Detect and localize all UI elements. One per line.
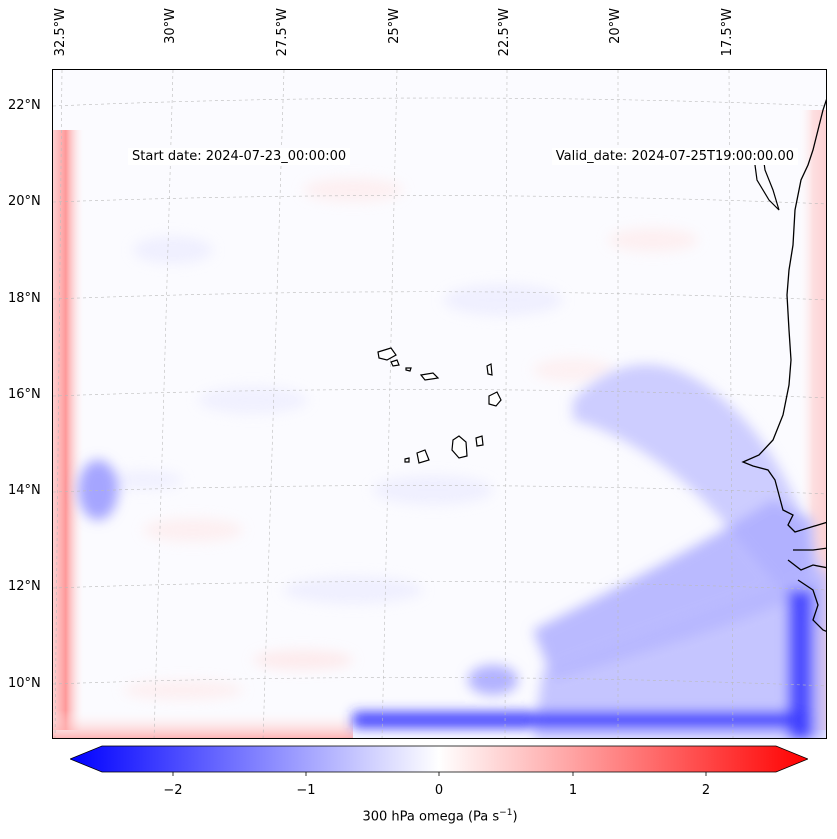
valid-date-label: Valid_date: 2024-07-25T19:00:00.00: [551, 148, 798, 165]
colorbar-tick-minus-2: −2: [163, 783, 183, 798]
colorbar-tick-0: 0: [434, 783, 444, 798]
lat-label-12n: 12°N: [8, 579, 41, 594]
lat-label-18n: 18°N: [8, 291, 41, 306]
colorbar-label-text: 300 hPa omega (Pa s: [362, 809, 500, 825]
colorbar-body: [70, 745, 808, 773]
colorbar-tick-1: 1: [568, 783, 578, 798]
start-date-label: Start date: 2024-07-23_00:00:00: [128, 148, 351, 165]
lon-label-20w: 20°W: [608, 8, 623, 44]
lat-label-22n: 22°N: [8, 98, 41, 113]
lat-label-16n: 16°N: [8, 387, 41, 402]
colorbar-tick-2: 2: [701, 783, 711, 798]
omega-field-map: [53, 70, 826, 738]
lon-label-30w: 30°W: [163, 8, 178, 44]
lon-label-25w: 25°W: [387, 8, 402, 44]
colorbar-tick-marks: [172, 772, 707, 776]
colorbar-label-exponent: −1: [499, 808, 513, 818]
lon-label-17-5w: 17.5°W: [720, 8, 735, 57]
colorbar: [70, 745, 808, 776]
lon-label-27-5w: 27.5°W: [275, 8, 290, 57]
graticule: [53, 70, 826, 738]
lon-label-32-5w: 32.5°W: [53, 8, 68, 57]
african-coastline: [741, 98, 826, 632]
field-mottling: [103, 178, 698, 700]
cape-verde-islands: [377, 347, 502, 464]
bottom-edge-band: [53, 710, 353, 738]
map-frame: Start date: 2024-07-23_00:00:00 Valid_da…: [52, 69, 827, 739]
left-edge-band: [53, 130, 85, 730]
blue-ascent-bands: [78, 364, 826, 738]
lat-label-20n: 20°N: [8, 194, 41, 209]
colorbar-tick-minus-1: −1: [296, 783, 316, 798]
colorbar-label-close: ): [512, 809, 518, 825]
lon-label-22-5w: 22.5°W: [497, 8, 512, 57]
colorbar-label: 300 hPa omega (Pa s−1): [362, 808, 517, 824]
lat-label-10n: 10°N: [8, 676, 41, 691]
lat-label-14n: 14°N: [8, 483, 41, 498]
